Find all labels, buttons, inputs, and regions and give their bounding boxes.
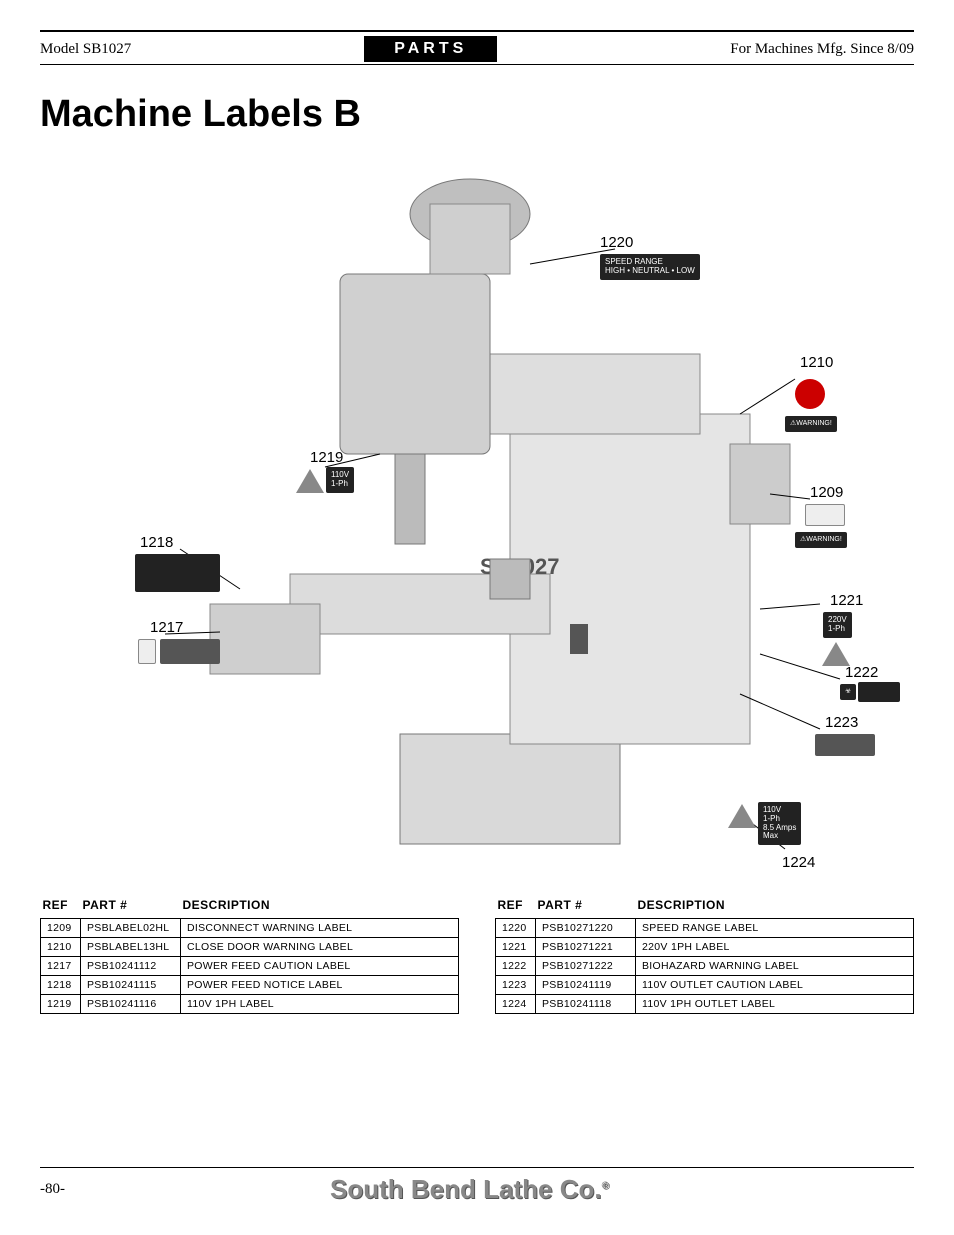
badge-1223	[815, 734, 875, 756]
cell-part: PSB10241116	[81, 995, 181, 1014]
parts-tables: REF PART # DESCRIPTION 1209PSBLABEL02HLD…	[40, 894, 914, 1014]
footer-rule	[40, 1167, 914, 1168]
cell-desc: POWER FEED CAUTION LABEL	[181, 957, 459, 976]
parts-table-left: REF PART # DESCRIPTION 1209PSBLABEL02HLD…	[40, 894, 459, 1014]
cell-ref: 1209	[41, 919, 81, 938]
footer: -80- South Bend Lathe Co.®	[40, 1167, 914, 1205]
cell-ref: 1218	[41, 976, 81, 995]
cell-desc: 110V OUTLET CAUTION LABEL	[636, 976, 914, 995]
table-row: 1224PSB10241118110V 1PH OUTLET LABEL	[496, 995, 914, 1014]
callout-1210: 1210	[800, 354, 833, 371]
table-row: 1218PSB10241115POWER FEED NOTICE LABEL	[41, 976, 459, 995]
machine-illustration: SB1027	[40, 154, 914, 874]
parts-table-right: REF PART # DESCRIPTION 1220PSB10271220SP…	[495, 894, 914, 1014]
triangle-1219-icon	[296, 469, 324, 493]
cell-part: PSB10271222	[536, 957, 636, 976]
table-row: 1220PSB10271220SPEED RANGE LABEL	[496, 919, 914, 938]
badge-1217-switch-icon	[138, 639, 156, 664]
cell-desc: POWER FEED NOTICE LABEL	[181, 976, 459, 995]
callout-1209: 1209	[810, 484, 843, 501]
cell-part: PSB10241119	[536, 976, 636, 995]
callout-1218: 1218	[140, 534, 173, 551]
cell-part: PSBLABEL13HL	[81, 938, 181, 957]
cell-part: PSB10241115	[81, 976, 181, 995]
header-row: Model SB1027 PARTS For Machines Mfg. Sin…	[40, 36, 914, 62]
callout-1220: 1220	[600, 234, 633, 251]
cell-ref: 1224	[496, 995, 536, 1014]
badge-220v: 220V 1-Ph	[823, 612, 852, 638]
cell-part: PSB10241118	[536, 995, 636, 1014]
footer-brand-text: South Bend Lathe Co.	[330, 1174, 602, 1204]
cell-desc: SPEED RANGE LABEL	[636, 919, 914, 938]
callout-1221: 1221	[830, 592, 863, 609]
cell-desc: 110V 1PH OUTLET LABEL	[636, 995, 914, 1014]
table-row: 1221PSB10271221220V 1PH LABEL	[496, 938, 914, 957]
cell-desc: 110V 1PH LABEL	[181, 995, 459, 1014]
footer-brand: South Bend Lathe Co.®	[330, 1174, 609, 1205]
table-right-body: 1220PSB10271220SPEED RANGE LABEL1221PSB1…	[496, 919, 914, 1014]
cell-ref: 1220	[496, 919, 536, 938]
cell-ref: 1221	[496, 938, 536, 957]
cell-part: PSB10271220	[536, 919, 636, 938]
header-date: For Machines Mfg. Since 8/09	[730, 41, 914, 58]
th-ref: REF	[496, 894, 536, 919]
page-number: -80-	[40, 1181, 65, 1198]
badge-no-entry-icon	[795, 379, 825, 409]
cell-ref: 1219	[41, 995, 81, 1014]
cell-part: PSBLABEL02HL	[81, 919, 181, 938]
badge-biohazard: ☣	[840, 684, 856, 700]
diagram-area: SB1027 1220 1210 1219 1209 1218 1217 122…	[40, 154, 914, 874]
cell-desc: BIOHAZARD WARNING LABEL	[636, 957, 914, 976]
badge-1224: 110V 1-Ph 8.5 Amps Max	[758, 802, 801, 845]
cell-ref: 1222	[496, 957, 536, 976]
badge-1222-text	[858, 682, 900, 702]
top-rule	[40, 30, 914, 32]
cell-part: PSB10241112	[81, 957, 181, 976]
badge-warning-1210: ⚠WARNING!	[785, 416, 837, 432]
callout-1223: 1223	[825, 714, 858, 731]
th-part: PART #	[536, 894, 636, 919]
badge-1218	[135, 554, 220, 592]
cell-ref: 1217	[41, 957, 81, 976]
triangle-1221-icon	[822, 642, 850, 666]
callout-1219: 1219	[310, 449, 343, 466]
callout-1224: 1224	[782, 854, 815, 871]
table-row: 1210PSBLABEL13HLCLOSE DOOR WARNING LABEL	[41, 938, 459, 957]
th-desc: DESCRIPTION	[636, 894, 914, 919]
cell-ref: 1210	[41, 938, 81, 957]
table-row: 1219PSB10241116110V 1PH LABEL	[41, 995, 459, 1014]
cell-desc: DISCONNECT WARNING LABEL	[181, 919, 459, 938]
table-row: 1209PSBLABEL02HLDISCONNECT WARNING LABEL	[41, 919, 459, 938]
badge-speed-range: SPEED RANGE HIGH • NEUTRAL • LOW	[600, 254, 700, 280]
table-row: 1217PSB10241112POWER FEED CAUTION LABEL	[41, 957, 459, 976]
header-section: PARTS	[364, 36, 497, 62]
header-underline	[40, 64, 914, 65]
th-ref: REF	[41, 894, 81, 919]
badge-1217	[160, 639, 220, 664]
triangle-1224-icon	[728, 804, 756, 828]
callout-1222: 1222	[845, 664, 878, 681]
cell-ref: 1223	[496, 976, 536, 995]
table-left-body: 1209PSBLABEL02HLDISCONNECT WARNING LABEL…	[41, 919, 459, 1014]
table-row: 1223PSB10241119110V OUTLET CAUTION LABEL	[496, 976, 914, 995]
badge-warning-1209: ⚠WARNING!	[795, 532, 847, 548]
cell-desc: CLOSE DOOR WARNING LABEL	[181, 938, 459, 957]
registered-icon: ®	[602, 1180, 609, 1191]
table-row: 1222PSB10271222BIOHAZARD WARNING LABEL	[496, 957, 914, 976]
th-part: PART #	[81, 894, 181, 919]
cell-desc: 220V 1PH LABEL	[636, 938, 914, 957]
cell-part: PSB10271221	[536, 938, 636, 957]
page-title: Machine Labels B	[40, 93, 914, 136]
th-desc: DESCRIPTION	[181, 894, 459, 919]
badge-1209-icon	[805, 504, 845, 526]
header-model: Model SB1027	[40, 41, 131, 58]
callout-1217: 1217	[150, 619, 183, 636]
badge-110v: 110V 1-Ph	[326, 467, 354, 493]
